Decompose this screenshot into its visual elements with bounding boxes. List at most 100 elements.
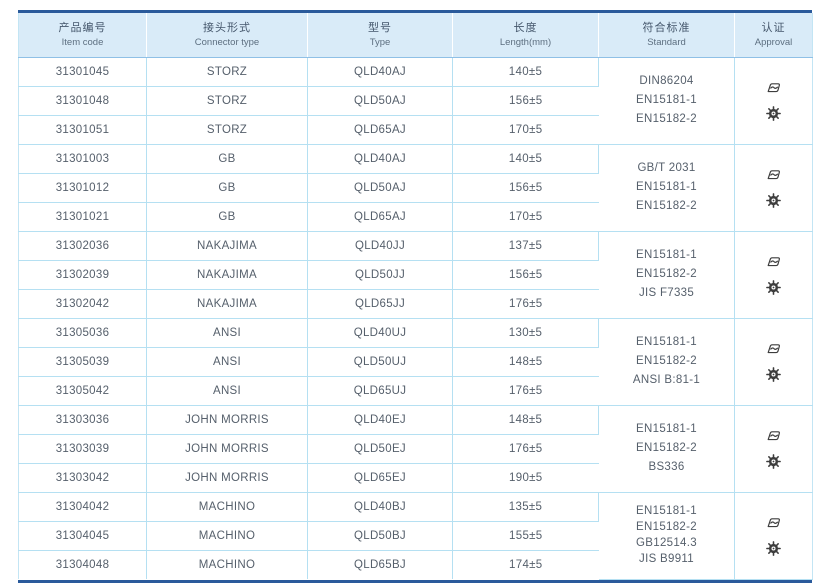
item-code-cell: 31303039	[18, 434, 147, 464]
column-header-length: 长度 Length(mm)	[452, 13, 599, 58]
item-code-cell: 31301012	[18, 173, 147, 203]
length-cell: 170±5	[452, 115, 599, 145]
approval-cell	[734, 405, 813, 493]
standard-cell: DIN86204 EN15181-1 EN15182-2	[598, 57, 735, 145]
approval-cell	[734, 318, 813, 406]
length-cell: 156±5	[452, 260, 599, 290]
table-row: 31304045 MACHINO QLD50BJ 155±5	[18, 521, 813, 551]
type-cell: QLD50JJ	[307, 260, 453, 290]
item-code-cell: 31305042	[18, 376, 147, 406]
table-header: 产品编号 Item code 接头形式 Connector type 型号 Ty…	[18, 13, 813, 58]
item-code-cell: 31301045	[18, 57, 147, 87]
table-row: 31301045 STORZ QLD40AJ 140±5 DIN86204 EN15181…	[18, 57, 813, 145]
type-cell: QLD65EJ	[307, 463, 453, 493]
certificate-stamp-icon	[765, 516, 782, 530]
connector-type-cell: STORZ	[146, 115, 308, 145]
table-body: 31301045 STORZ QLD40AJ 140±5 DIN86204 EN15181…	[18, 57, 813, 580]
header-label-en: Type	[369, 37, 391, 49]
type-cell: QLD40JJ	[307, 231, 453, 261]
type-cell: QLD50AJ	[307, 86, 453, 116]
gear-seal-icon	[766, 367, 781, 382]
type-cell: QLD40BJ	[307, 492, 453, 522]
length-cell: 170±5	[452, 202, 599, 232]
connector-type-cell: NAKAJIMA	[146, 260, 308, 290]
header-label-en: Length(mm)	[499, 37, 552, 49]
product-spec-table: 产品编号 Item code 接头形式 Connector type 型号 Ty…	[18, 13, 813, 580]
table-row: 31301012 GB QLD50AJ 156±5	[18, 173, 813, 203]
length-cell: 155±5	[452, 521, 599, 551]
table-row: 31302036 NAKAJIMA QLD40JJ 137±5 EN15181-1 EN1…	[18, 231, 813, 319]
header-label-en: Item code	[61, 37, 104, 49]
standard-cell: EN15181-1 EN15182-2 GB12514.3 JIS B9911	[598, 492, 735, 580]
gear-seal-icon	[766, 106, 781, 121]
approval-cell	[734, 492, 813, 580]
standard-line: EN15182-2	[636, 268, 697, 281]
standard-line: JIS F7335	[638, 286, 695, 299]
standard-line: EN15181-1	[636, 336, 697, 349]
certificate-stamp-icon	[765, 168, 782, 182]
certificate-stamp-icon	[765, 255, 782, 269]
table-row: 31305039 ANSI QLD50UJ 148±5	[18, 347, 813, 377]
connector-type-cell: ANSI	[146, 347, 308, 377]
item-code-cell: 31301051	[18, 115, 147, 145]
column-header-item-code: 产品编号 Item code	[18, 13, 147, 58]
table-row: 31304048 MACHINO QLD65BJ 174±5	[18, 550, 813, 579]
standard-line: DIN86204	[639, 75, 694, 88]
table-row: 31303036 JOHN MORRIS QLD40EJ 148±5 EN15181-1…	[18, 405, 813, 493]
column-header-connector-type: 接头形式 Connector type	[146, 13, 308, 58]
approval-cell	[734, 144, 813, 232]
table-row: 31305036 ANSI QLD40UJ 130±5 EN15181-1 EN15182…	[18, 318, 813, 406]
item-code-cell: 31303042	[18, 463, 147, 493]
connector-type-cell: ANSI	[146, 376, 308, 406]
length-cell: 140±5	[452, 144, 599, 174]
header-label-en: Standard	[647, 37, 686, 49]
connector-type-cell: GB	[146, 202, 308, 232]
header-label-zh: 认证	[761, 22, 786, 35]
header-label-zh: 接头形式	[203, 22, 251, 35]
length-cell: 140±5	[452, 57, 599, 87]
standard-line: EN15182-2	[636, 442, 697, 455]
standard-cell: EN15181-1 EN15182-2 JIS F7335	[598, 231, 735, 319]
product-spec-table-wrap: 产品编号 Item code 接头形式 Connector type 型号 Ty…	[18, 10, 813, 583]
item-code-cell: 31304042	[18, 492, 147, 522]
item-code-cell: 31302042	[18, 289, 147, 319]
connector-type-cell: MACHINO	[146, 492, 308, 522]
standard-line: EN15181-1	[636, 505, 697, 518]
connector-type-cell: GB	[146, 173, 308, 203]
header-label-zh: 产品编号	[58, 22, 107, 35]
column-header-type: 型号 Type	[307, 13, 453, 58]
item-code-cell: 31301048	[18, 86, 147, 116]
standard-line: EN15181-1	[636, 181, 697, 194]
connector-type-cell: NAKAJIMA	[146, 289, 308, 319]
length-cell: 148±5	[452, 347, 599, 377]
header-label-en: Approval	[754, 37, 793, 49]
column-header-approval: 认证 Approval	[734, 13, 813, 58]
length-cell: 176±5	[452, 376, 599, 406]
standard-line: GB12514.3	[636, 536, 697, 549]
standard-line: GB/T 2031	[637, 162, 696, 175]
item-code-cell: 31302036	[18, 231, 147, 261]
type-cell: QLD50EJ	[307, 434, 453, 464]
type-cell: QLD40UJ	[307, 318, 453, 348]
standard-line: EN15182-2	[636, 199, 697, 212]
standard-line: BS336	[648, 460, 685, 473]
certificate-stamp-icon	[765, 429, 782, 443]
standard-line: ANSI B:81-1	[632, 373, 701, 386]
table-row: 31305042 ANSI QLD65UJ 176±5	[18, 376, 813, 406]
item-code-cell: 31302039	[18, 260, 147, 290]
table-row: 31304042 MACHINO QLD40BJ 135±5 EN15181-1 EN15…	[18, 492, 813, 580]
column-header-standard: 符合标准 Standard	[598, 13, 735, 58]
connector-type-cell: STORZ	[146, 57, 308, 87]
gear-seal-icon	[766, 280, 781, 295]
gear-seal-icon	[766, 193, 781, 208]
header-row: 产品编号 Item code 接头形式 Connector type 型号 Ty…	[18, 13, 813, 58]
connector-type-cell: MACHINO	[146, 521, 308, 551]
standard-cell: EN15181-1 EN15182-2 BS336	[598, 405, 735, 493]
type-cell: QLD40EJ	[307, 405, 453, 435]
standard-line: EN15182-2	[636, 355, 697, 368]
table-row: 31301051 STORZ QLD65AJ 170±5	[18, 115, 813, 145]
approval-cell	[734, 231, 813, 319]
type-cell: QLD65JJ	[307, 289, 453, 319]
length-cell: 176±5	[452, 289, 599, 319]
type-cell: QLD65AJ	[307, 115, 453, 145]
